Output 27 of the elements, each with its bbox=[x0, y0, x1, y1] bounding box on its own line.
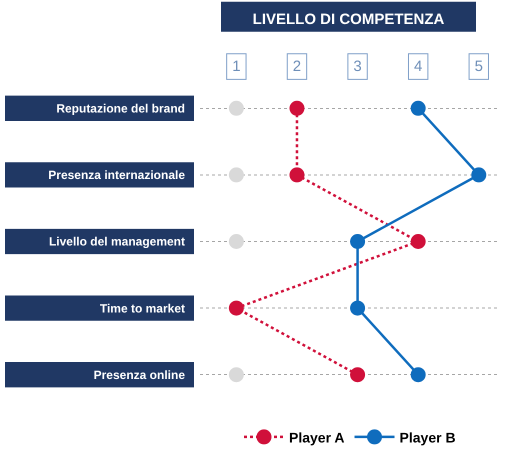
y-tick-label: Livello del management bbox=[48, 234, 185, 249]
point bbox=[410, 234, 426, 249]
point bbox=[350, 367, 366, 382]
point bbox=[350, 234, 366, 249]
x-tick-label: 4 bbox=[414, 58, 422, 75]
chart-title: LIVELLO DI COMPETENZA bbox=[252, 10, 444, 28]
point bbox=[289, 167, 304, 182]
point bbox=[350, 300, 366, 316]
point bbox=[410, 100, 426, 116]
y-tick-label: Presenza internazionale bbox=[48, 168, 186, 182]
point bbox=[289, 100, 304, 116]
point bbox=[228, 234, 244, 249]
x-tick-label: 5 bbox=[474, 58, 483, 75]
x-tick-label: 3 bbox=[353, 58, 362, 75]
point bbox=[228, 300, 244, 316]
x-tick-label: 1 bbox=[232, 58, 241, 75]
point bbox=[471, 167, 486, 182]
legend-label: Player A bbox=[289, 429, 345, 446]
y-tick-label: Reputazione del brand bbox=[56, 102, 185, 116]
point bbox=[410, 367, 426, 382]
point bbox=[228, 100, 244, 116]
point bbox=[228, 167, 244, 182]
x-tick-label: 2 bbox=[292, 58, 302, 75]
y-tick-label: Presenza online bbox=[94, 368, 186, 382]
y-tick-label: Time to market bbox=[100, 301, 185, 316]
legend-label: Player B bbox=[400, 429, 456, 446]
point bbox=[228, 367, 244, 382]
